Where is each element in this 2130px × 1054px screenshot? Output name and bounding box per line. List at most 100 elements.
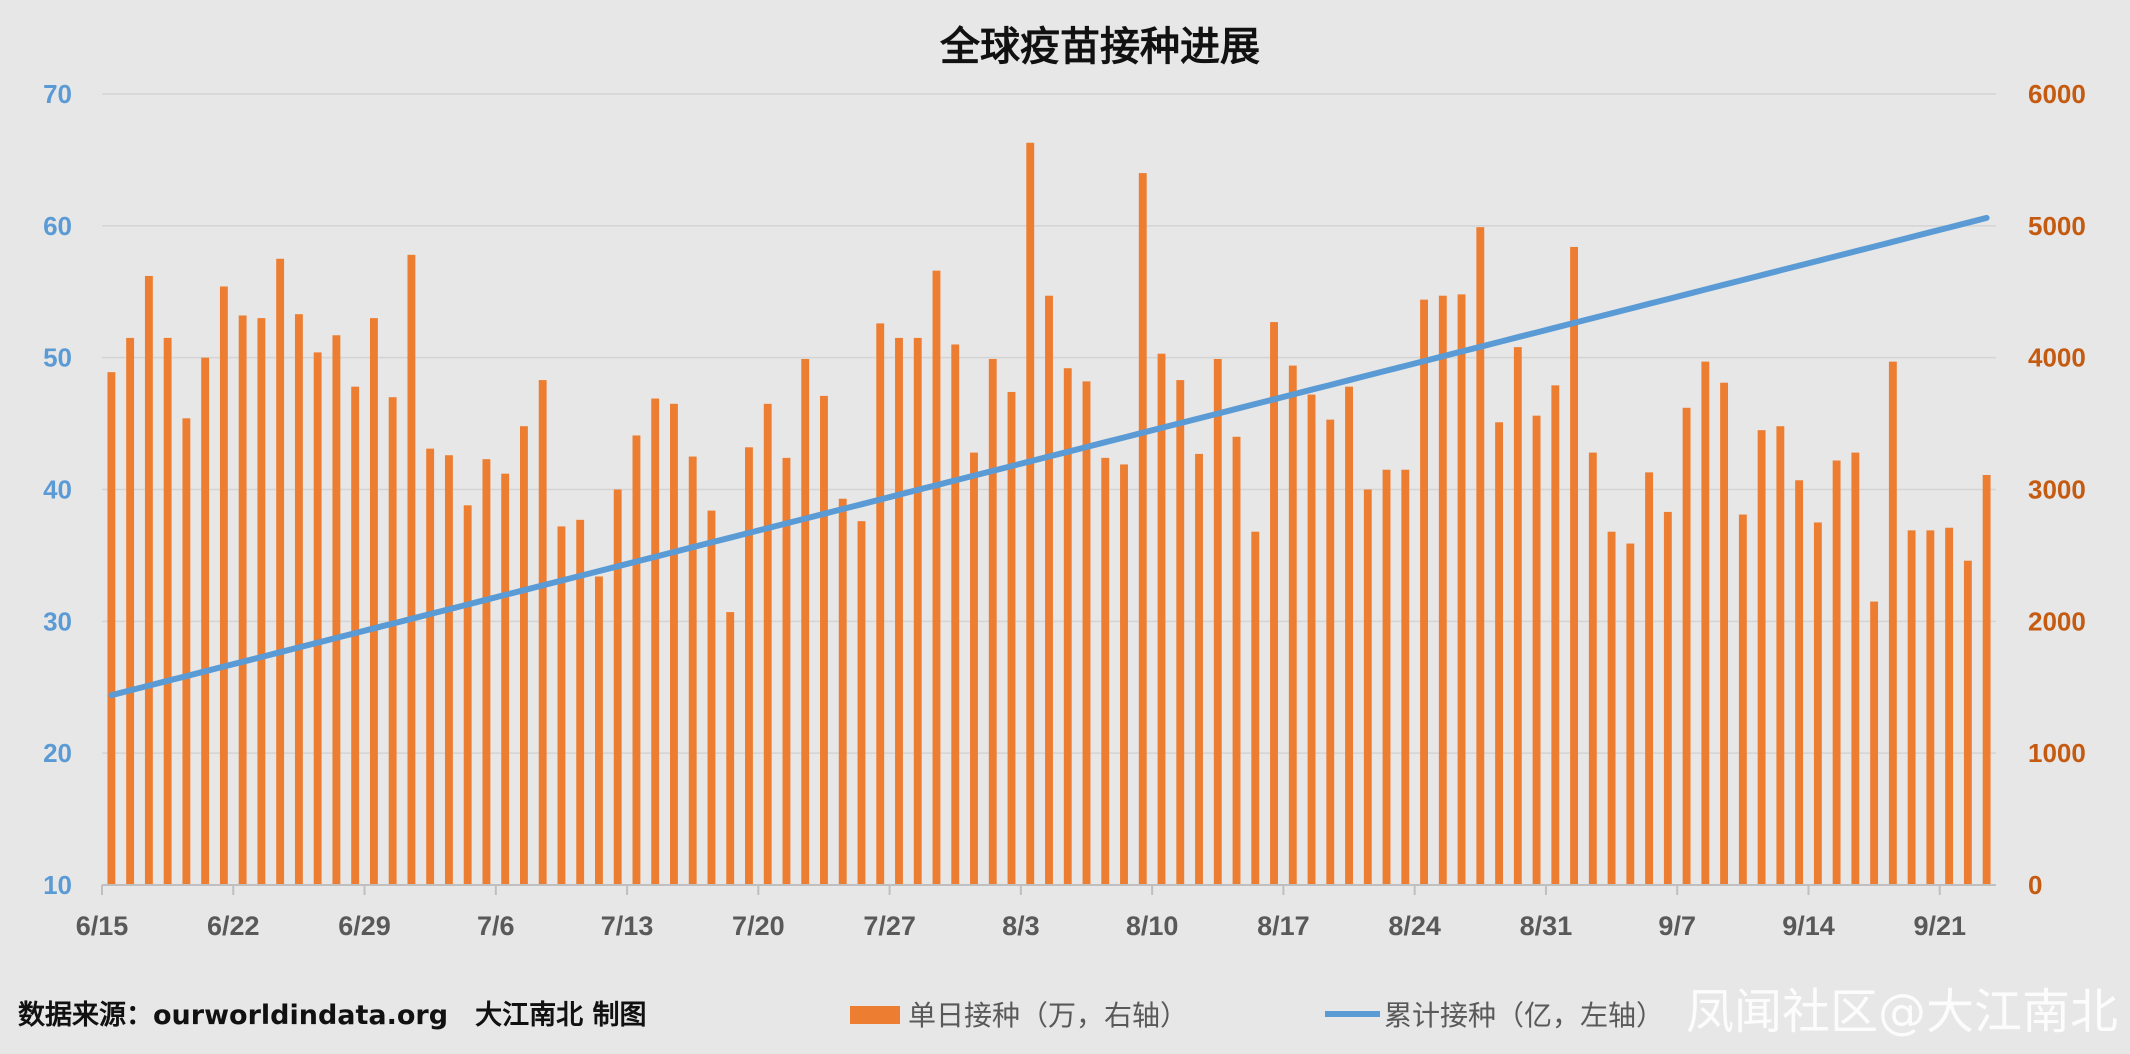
daily-bars-series xyxy=(107,142,1991,886)
daily-bar xyxy=(1195,453,1203,885)
daily-bar xyxy=(895,337,903,885)
daily-bar xyxy=(1326,419,1335,885)
daily-bar xyxy=(519,426,528,885)
x-tick-label: 8/3 xyxy=(1002,911,1040,941)
daily-bar xyxy=(557,526,566,885)
daily-bar xyxy=(1795,480,1804,885)
daily-bar xyxy=(219,286,228,885)
cumulative-line xyxy=(108,214,1990,699)
x-tick-label: 9/14 xyxy=(1782,911,1835,941)
left-tick-label: 70 xyxy=(43,79,72,109)
daily-bar xyxy=(426,448,435,885)
daily-bar xyxy=(107,372,116,885)
daily-bar xyxy=(1888,361,1897,885)
legend: 单日接种（万，右轴） 累计接种（亿，左轴） xyxy=(850,999,1664,1032)
right-tick-label: 6000 xyxy=(2028,79,2086,109)
daily-bar xyxy=(1963,560,1972,885)
daily-bar xyxy=(651,398,660,885)
right-tick-label: 0 xyxy=(2028,870,2042,900)
daily-bar xyxy=(1138,173,1147,886)
daily-bar xyxy=(482,459,491,885)
daily-bar xyxy=(782,457,791,885)
daily-bar xyxy=(576,519,585,885)
daily-bar xyxy=(1213,358,1222,885)
daily-bar xyxy=(1682,407,1691,885)
daily-bar xyxy=(1757,430,1766,885)
daily-bar xyxy=(1532,415,1541,885)
daily-bar xyxy=(1382,469,1391,885)
daily-bar xyxy=(1570,246,1579,886)
right-tick-label: 4000 xyxy=(2028,343,2086,373)
x-tick-label: 7/27 xyxy=(863,911,916,941)
daily-bar xyxy=(1176,380,1185,885)
daily-bar xyxy=(745,447,753,885)
daily-bar xyxy=(1026,142,1035,886)
daily-bar xyxy=(1907,530,1916,885)
daily-bar xyxy=(1551,385,1560,885)
daily-bar xyxy=(126,337,135,885)
daily-bar xyxy=(951,344,960,885)
left-tick-label: 40 xyxy=(43,475,72,505)
daily-bar xyxy=(1926,530,1935,885)
x-tick-label: 9/7 xyxy=(1658,911,1696,941)
x-tick-label: 8/10 xyxy=(1126,911,1179,941)
x-tick-label: 6/15 xyxy=(76,911,129,941)
daily-bar xyxy=(1438,295,1447,886)
daily-bar xyxy=(1401,469,1410,885)
daily-bar xyxy=(1607,531,1616,885)
daily-bar xyxy=(1495,422,1503,885)
daily-bar xyxy=(144,275,153,885)
x-tick-label: 9/21 xyxy=(1913,911,1966,941)
daily-bar xyxy=(238,315,247,886)
x-tick-label: 7/6 xyxy=(477,911,515,941)
chart-title: 全球疫苗接种进展 xyxy=(939,24,1260,70)
daily-bar xyxy=(613,489,622,885)
right-tick-label: 2000 xyxy=(2028,606,2086,636)
daily-bar xyxy=(988,358,997,885)
cumulative-line-series xyxy=(108,214,1990,699)
daily-bar xyxy=(444,455,453,885)
daily-bar xyxy=(1007,391,1016,885)
daily-bar xyxy=(1626,543,1635,885)
daily-bar xyxy=(1045,295,1053,886)
daily-bar xyxy=(388,397,397,885)
daily-bar xyxy=(763,403,772,885)
daily-bar xyxy=(407,254,416,885)
daily-bar xyxy=(1082,381,1091,885)
daily-bar xyxy=(332,335,341,885)
daily-bar xyxy=(1476,227,1485,885)
daily-bar xyxy=(632,435,641,885)
daily-bar xyxy=(201,357,210,886)
daily-bar xyxy=(1813,522,1822,885)
daily-bar xyxy=(538,380,547,885)
daily-bar xyxy=(726,612,735,885)
daily-bar xyxy=(820,395,828,885)
daily-bar xyxy=(1345,386,1353,885)
daily-bar xyxy=(1457,294,1466,885)
watermark-text: 凤闻社区@大江南北 xyxy=(1686,984,2118,1040)
x-tick-label: 6/29 xyxy=(338,911,391,941)
daily-bar xyxy=(257,318,266,885)
daily-bar xyxy=(1945,527,1954,885)
left-tick-label: 30 xyxy=(43,606,72,636)
daily-bar xyxy=(857,521,866,885)
daily-bar xyxy=(1720,382,1729,885)
daily-bar xyxy=(1513,347,1522,885)
x-tick-label: 7/13 xyxy=(601,911,654,941)
daily-bar xyxy=(932,270,941,885)
daily-bar xyxy=(1363,489,1372,885)
right-tick-label: 5000 xyxy=(2028,211,2086,241)
daily-bar xyxy=(1645,472,1654,885)
left-tick-label: 50 xyxy=(43,343,72,373)
x-tick-label: 7/20 xyxy=(732,911,785,941)
daily-bar xyxy=(1870,601,1879,885)
right-tick-label: 1000 xyxy=(2028,738,2086,768)
daily-bar xyxy=(182,418,191,885)
daily-bar xyxy=(463,505,472,885)
axes: 10 20 30 40 50 60 70 0 1000 2000 3000 4000 5000 6000 6… xyxy=(43,79,2086,941)
daily-bar xyxy=(1232,436,1241,885)
daily-bar xyxy=(294,314,303,886)
legend-line-label: 累计接种（亿，左轴） xyxy=(1384,999,1664,1032)
daily-bar xyxy=(1157,353,1166,885)
x-tick-label: 8/31 xyxy=(1520,911,1573,941)
